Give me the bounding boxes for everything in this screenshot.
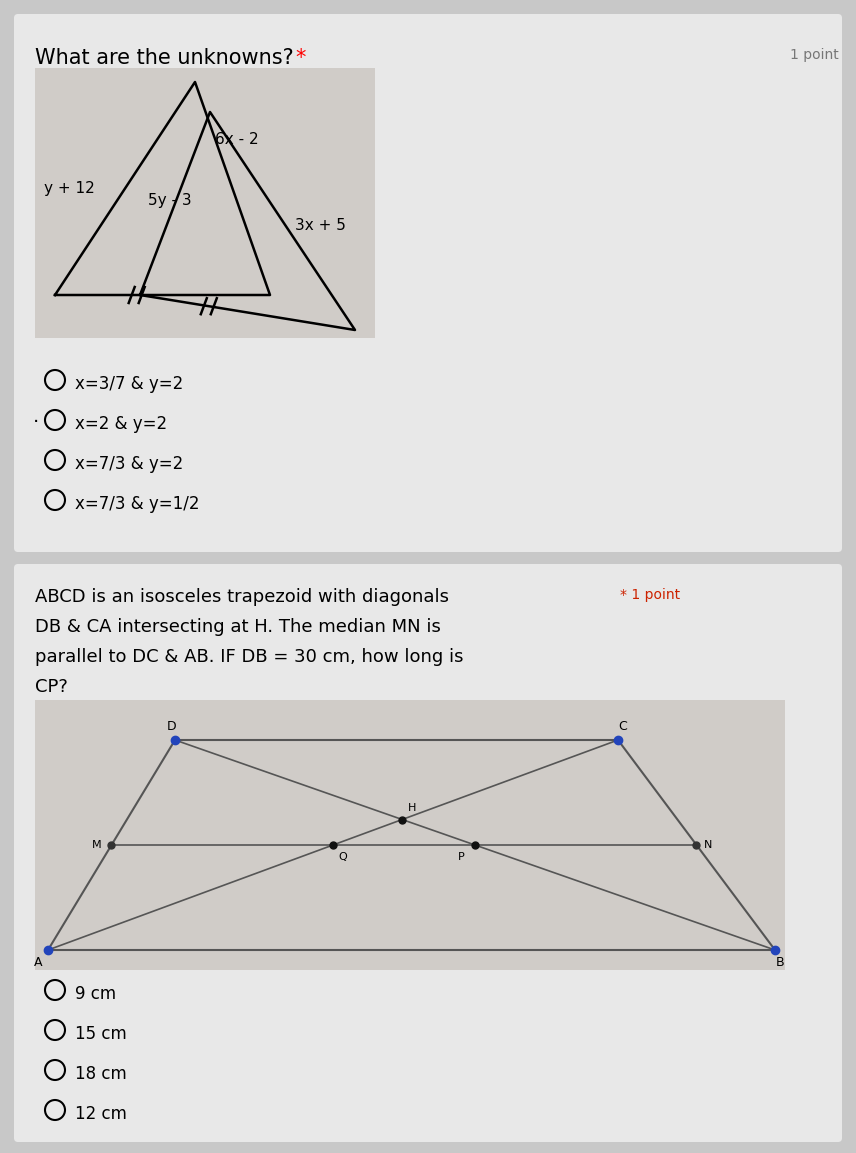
FancyBboxPatch shape [35,68,375,338]
Text: P: P [458,852,464,862]
Text: 6x - 2: 6x - 2 [215,133,259,148]
Text: C: C [619,719,627,732]
Text: 3x + 5: 3x + 5 [295,218,346,233]
Text: 5y - 3: 5y - 3 [148,193,192,208]
Text: ·: · [33,414,39,432]
Text: M: M [92,841,101,850]
Text: Q: Q [339,852,348,862]
Text: D: D [167,719,177,732]
Text: 18 cm: 18 cm [75,1065,127,1083]
Text: *: * [295,48,306,68]
FancyBboxPatch shape [14,564,842,1141]
Text: y + 12: y + 12 [45,181,95,196]
Text: x=7/3 & y=1/2: x=7/3 & y=1/2 [75,495,199,513]
Text: 9 cm: 9 cm [75,985,116,1003]
Text: 12 cm: 12 cm [75,1105,127,1123]
Text: B: B [776,956,784,969]
Text: H: H [408,802,416,813]
Text: parallel to DC & AB. IF DB = 30 cm, how long is: parallel to DC & AB. IF DB = 30 cm, how … [35,648,463,666]
Text: 1 point: 1 point [790,48,839,62]
Text: x=2 & y=2: x=2 & y=2 [75,415,167,434]
Text: ABCD is an isosceles trapezoid with diagonals: ABCD is an isosceles trapezoid with diag… [35,588,449,606]
Text: DB & CA intersecting at H. The median MN is: DB & CA intersecting at H. The median MN… [35,618,441,636]
Text: * 1 point: * 1 point [620,588,681,602]
Text: N: N [704,841,713,850]
Text: x=7/3 & y=2: x=7/3 & y=2 [75,455,183,473]
FancyBboxPatch shape [35,700,785,970]
Text: x=3/7 & y=2: x=3/7 & y=2 [75,375,183,393]
FancyBboxPatch shape [14,14,842,552]
Text: A: A [33,956,42,969]
Text: What are the unknowns?: What are the unknowns? [35,48,294,68]
Text: CP?: CP? [35,678,68,696]
Text: 15 cm: 15 cm [75,1025,127,1043]
